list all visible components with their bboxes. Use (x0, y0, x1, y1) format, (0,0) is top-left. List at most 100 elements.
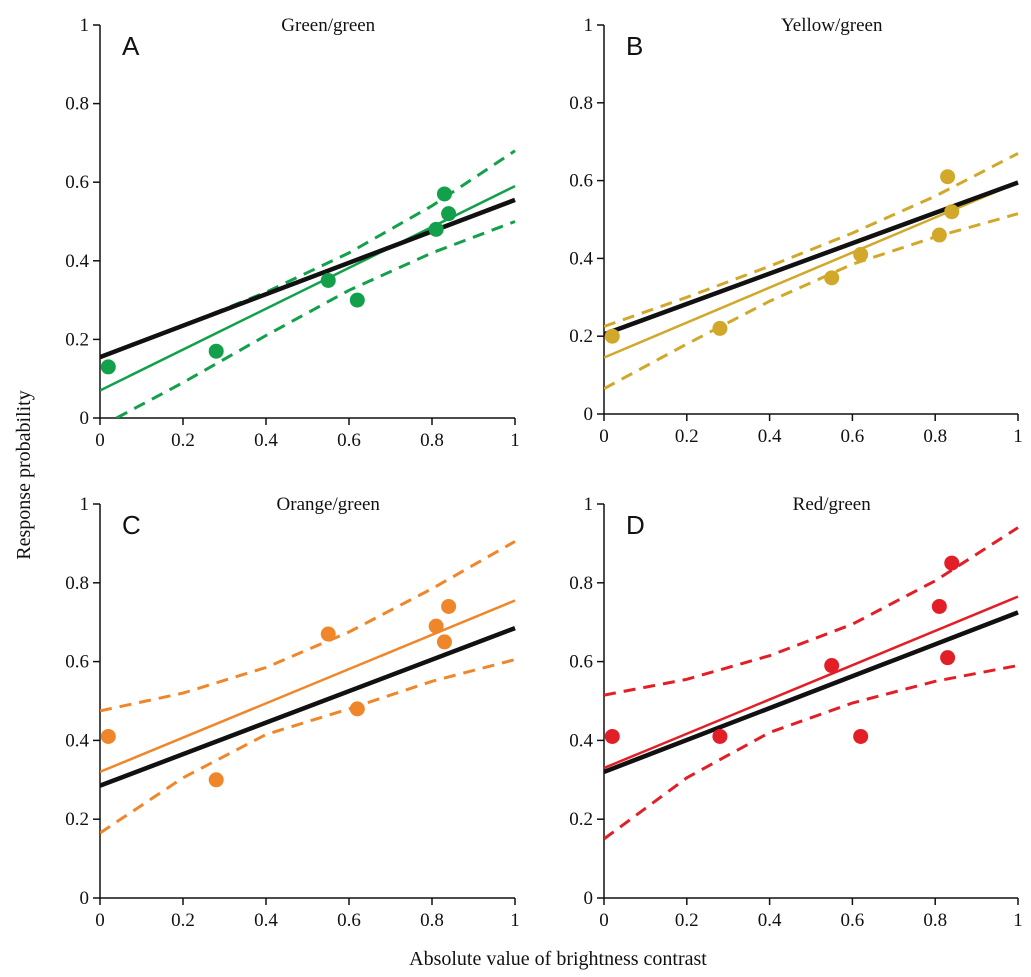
y-tick-label: 0 (80, 888, 90, 909)
ci-lower-line (604, 212, 1019, 391)
x-tick-label: 0 (95, 910, 105, 931)
data-point (940, 650, 956, 666)
data-point (604, 328, 620, 344)
panel-title: Green/green (281, 15, 375, 36)
ci-lower-line (115, 220, 516, 418)
x-tick-label: 0.8 (923, 426, 947, 447)
y-tick-label: 0 (584, 888, 594, 909)
panel-b: 0 0.2 0.4 0.6 0.8 1 0 0.2 0.4 0.6 0.8 1 B Yellow/gree… (569, 15, 1023, 447)
panel-letter: B (626, 31, 643, 61)
x-tick-label: 1 (1013, 426, 1023, 447)
panel-title: Red/green (793, 494, 872, 515)
x-tick-label: 0.2 (675, 910, 699, 931)
panel-letter: C (122, 510, 141, 540)
reference-line (604, 610, 1019, 774)
y-tick-label: 0.2 (569, 809, 593, 830)
data-point (944, 555, 960, 571)
ci-upper-line (604, 152, 1019, 328)
chart-panels: 0 0.2 0.4 0.6 0.8 1 0 0.2 0.4 0.6 0.8 1 A Green/green… (65, 15, 1023, 931)
x-tick-label: 0 (95, 430, 105, 451)
panel-title: Orange/green (277, 494, 381, 515)
x-tick-label: 0.8 (420, 430, 444, 451)
fit-line (604, 595, 1019, 770)
y-tick-label: 0.6 (569, 652, 593, 673)
y-tick-label: 1 (80, 494, 90, 515)
x-tick-label: 0.6 (841, 910, 865, 931)
x-tick-label: 0.4 (758, 426, 782, 447)
x-tick-label: 0 (599, 426, 609, 447)
data-point (320, 626, 336, 642)
data-point (349, 701, 365, 717)
x-tick-label: 0.2 (675, 426, 699, 447)
x-tick-label: 0.6 (337, 430, 361, 451)
data-point (441, 598, 457, 614)
ci-lower-line (100, 658, 516, 835)
ci-upper-line (100, 149, 516, 359)
y-tick-label: 1 (80, 15, 90, 36)
x-tick-label: 0.2 (171, 910, 195, 931)
x-tick-label: 0.6 (337, 910, 361, 931)
x-tick-label: 0.8 (420, 910, 444, 931)
data-point (824, 270, 840, 286)
y-tick-label: 0 (584, 404, 594, 425)
y-tick-label: 0.6 (65, 652, 89, 673)
y-axis-title: Response probability (13, 390, 35, 559)
x-tick-label: 0 (599, 910, 609, 931)
ci-upper-line (604, 526, 1019, 697)
reference-line (604, 180, 1019, 337)
data-point (853, 728, 869, 744)
data-point (428, 618, 444, 634)
x-tick-label: 0.8 (923, 910, 947, 931)
y-tick-label: 0.8 (65, 573, 89, 594)
data-point (208, 343, 224, 359)
panel-a: 0 0.2 0.4 0.6 0.8 1 0 0.2 0.4 0.6 0.8 1 A Green/green (65, 15, 520, 451)
panel-title: Yellow/green (781, 15, 883, 36)
panel-c: 0 0.2 0.4 0.6 0.8 1 0 0.2 0.4 0.6 0.8 1 C Orange/gree… (65, 494, 520, 931)
x-tick-label: 1 (510, 910, 520, 931)
data-point (944, 204, 960, 220)
data-point (320, 272, 336, 288)
data-point (428, 221, 444, 237)
ci-upper-line (100, 540, 516, 713)
y-tick-label: 0.2 (65, 329, 89, 350)
panel-d: 0 0.2 0.4 0.6 0.8 1 0 0.2 0.4 0.6 0.8 1 D Red/green (569, 494, 1023, 931)
y-tick-label: 0.8 (65, 94, 89, 115)
data-point (712, 728, 728, 744)
data-point (931, 227, 947, 243)
x-tick-label: 0.2 (171, 430, 195, 451)
x-tick-label: 0.6 (841, 426, 865, 447)
y-tick-label: 0.4 (569, 248, 593, 269)
data-point (940, 169, 956, 185)
y-tick-label: 0.4 (65, 730, 89, 751)
ci-lower-line (604, 664, 1019, 841)
data-point (853, 247, 869, 263)
x-tick-label: 0.4 (758, 910, 782, 931)
reference-line (100, 197, 516, 360)
data-point (441, 206, 457, 222)
y-tick-label: 0 (80, 408, 90, 429)
data-point (208, 772, 224, 788)
data-point (100, 728, 116, 744)
y-tick-label: 0.4 (65, 251, 89, 272)
data-point (100, 359, 116, 375)
y-tick-label: 0.8 (569, 93, 593, 114)
y-tick-label: 0.4 (569, 730, 593, 751)
fit-line (100, 599, 516, 774)
y-tick-label: 1 (584, 15, 594, 36)
y-tick-label: 0.2 (569, 326, 593, 347)
x-tick-label: 0.4 (254, 430, 278, 451)
x-tick-label: 0.4 (254, 910, 278, 931)
data-point (436, 634, 452, 650)
x-tick-label: 1 (510, 430, 520, 451)
data-point (349, 292, 365, 308)
panel-letter: A (122, 31, 140, 61)
panel-letter: D (626, 510, 645, 540)
y-tick-label: 0.6 (65, 172, 89, 193)
data-point (712, 320, 728, 336)
y-tick-label: 0.8 (569, 573, 593, 594)
y-tick-label: 1 (584, 494, 594, 515)
data-point (824, 658, 840, 674)
x-tick-label: 1 (1013, 910, 1023, 931)
data-point (604, 728, 620, 744)
